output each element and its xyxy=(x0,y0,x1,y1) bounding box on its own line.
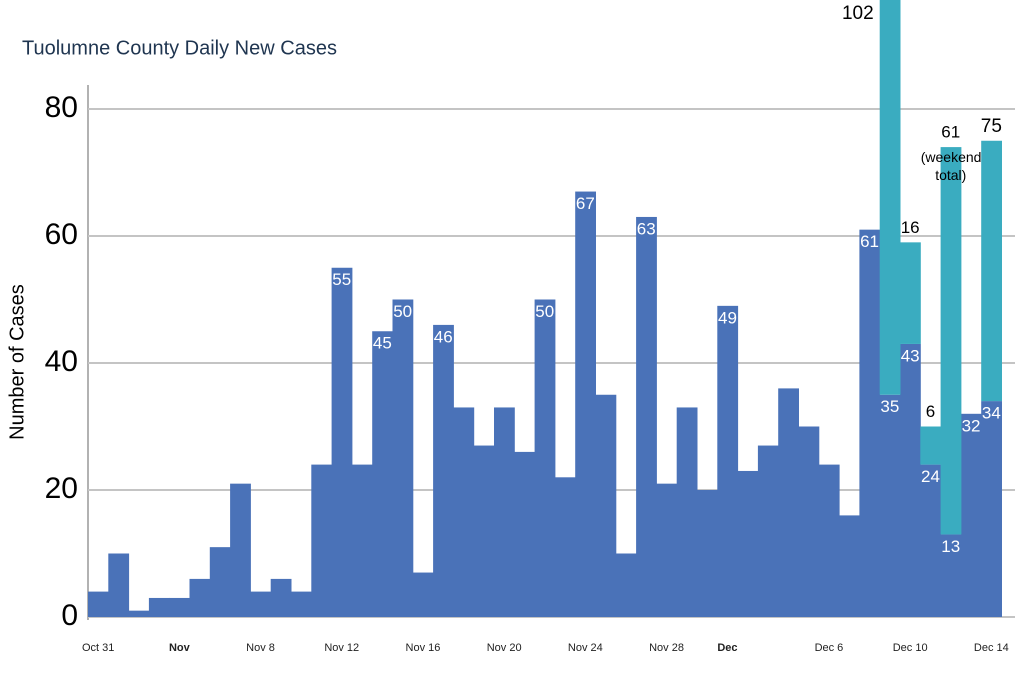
bar xyxy=(879,394,901,617)
bar xyxy=(920,426,942,465)
annotation: 102 xyxy=(842,3,874,24)
annotation: (weekend total) xyxy=(920,149,982,183)
bar xyxy=(392,299,414,617)
data-label: 35 xyxy=(880,397,899,416)
bar xyxy=(453,407,475,617)
bar xyxy=(372,331,393,617)
data-label: 63 xyxy=(637,219,656,238)
bar xyxy=(108,553,130,617)
x-tick-label: Dec 10 xyxy=(893,642,928,654)
data-label: 45 xyxy=(373,334,392,353)
y-tick-label: 60 xyxy=(45,218,78,251)
bar xyxy=(595,394,617,617)
data-label: 61 xyxy=(860,232,879,251)
data-label: 24 xyxy=(921,467,940,486)
bar xyxy=(514,451,536,617)
bar xyxy=(230,483,251,617)
bar xyxy=(737,470,759,617)
bar xyxy=(778,388,799,617)
y-tick-label: 0 xyxy=(61,599,78,632)
bar xyxy=(920,464,942,617)
x-tick-label: Nov 8 xyxy=(246,642,275,654)
bar xyxy=(169,597,190,617)
bar xyxy=(494,407,515,617)
bar xyxy=(960,413,982,617)
x-tick-label: Nov 16 xyxy=(406,642,441,654)
y-axis-label: Number of Cases xyxy=(6,284,28,440)
annotation: 75 xyxy=(981,116,1002,137)
data-label: 50 xyxy=(535,302,554,321)
bar xyxy=(676,407,698,617)
bar xyxy=(575,191,596,618)
bar xyxy=(859,229,881,617)
bar xyxy=(940,534,962,617)
bar xyxy=(656,483,678,617)
bar xyxy=(798,426,820,617)
bar xyxy=(940,147,962,535)
bar xyxy=(311,464,333,617)
x-tick-label: Nov 28 xyxy=(649,642,684,654)
x-tick-label: Nov 20 xyxy=(487,642,522,654)
bar xyxy=(879,0,901,395)
bar xyxy=(717,305,739,617)
data-label: 46 xyxy=(434,327,453,346)
data-label: 43 xyxy=(901,346,920,365)
bar xyxy=(839,515,860,617)
bar xyxy=(331,267,353,617)
bar xyxy=(412,572,434,617)
data-label: 49 xyxy=(718,308,737,327)
x-tick-label: Oct 31 xyxy=(82,642,114,654)
bar xyxy=(534,299,556,617)
bar xyxy=(128,610,150,617)
bar xyxy=(189,578,211,617)
x-tick-label: Nov 24 xyxy=(568,642,603,654)
bar xyxy=(697,490,718,617)
data-label: 61 xyxy=(941,123,960,142)
data-label: 32 xyxy=(962,416,981,435)
bar xyxy=(148,597,170,617)
x-tick-label: Dec 6 xyxy=(815,642,844,654)
bar xyxy=(981,140,1002,402)
chart-title: Tuolumne County Daily New Cases xyxy=(22,37,337,59)
bar xyxy=(900,343,921,617)
y-tick-label: 40 xyxy=(45,345,78,378)
bar xyxy=(900,242,921,344)
bar xyxy=(554,477,576,617)
bar xyxy=(250,591,272,617)
data-label: 34 xyxy=(982,404,1001,423)
data-label: 55 xyxy=(332,270,351,289)
y-tick-label: 80 xyxy=(45,91,78,124)
data-label: 16 xyxy=(901,218,920,237)
annotation-box: (weekend total) xyxy=(920,149,982,183)
data-label: 67 xyxy=(576,194,595,213)
bar xyxy=(351,464,373,617)
x-tick-label: Dec 14 xyxy=(974,642,1009,654)
x-tick-label: Nov 12 xyxy=(324,642,359,654)
bar xyxy=(270,578,292,617)
bar xyxy=(209,547,231,617)
bar xyxy=(291,591,312,617)
data-label: 6 xyxy=(926,402,935,421)
bar xyxy=(615,553,637,617)
bar xyxy=(636,216,657,617)
bar xyxy=(981,401,1002,617)
data-label: 50 xyxy=(393,302,412,321)
bar xyxy=(818,464,840,617)
bar xyxy=(473,445,495,617)
bar xyxy=(757,445,779,617)
y-tick-label: 20 xyxy=(45,472,78,505)
bar xyxy=(433,324,454,617)
data-label: 13 xyxy=(941,537,960,556)
x-tick-label: Nov xyxy=(169,642,191,654)
x-tick-label: Dec xyxy=(717,642,737,654)
bar xyxy=(88,591,109,617)
